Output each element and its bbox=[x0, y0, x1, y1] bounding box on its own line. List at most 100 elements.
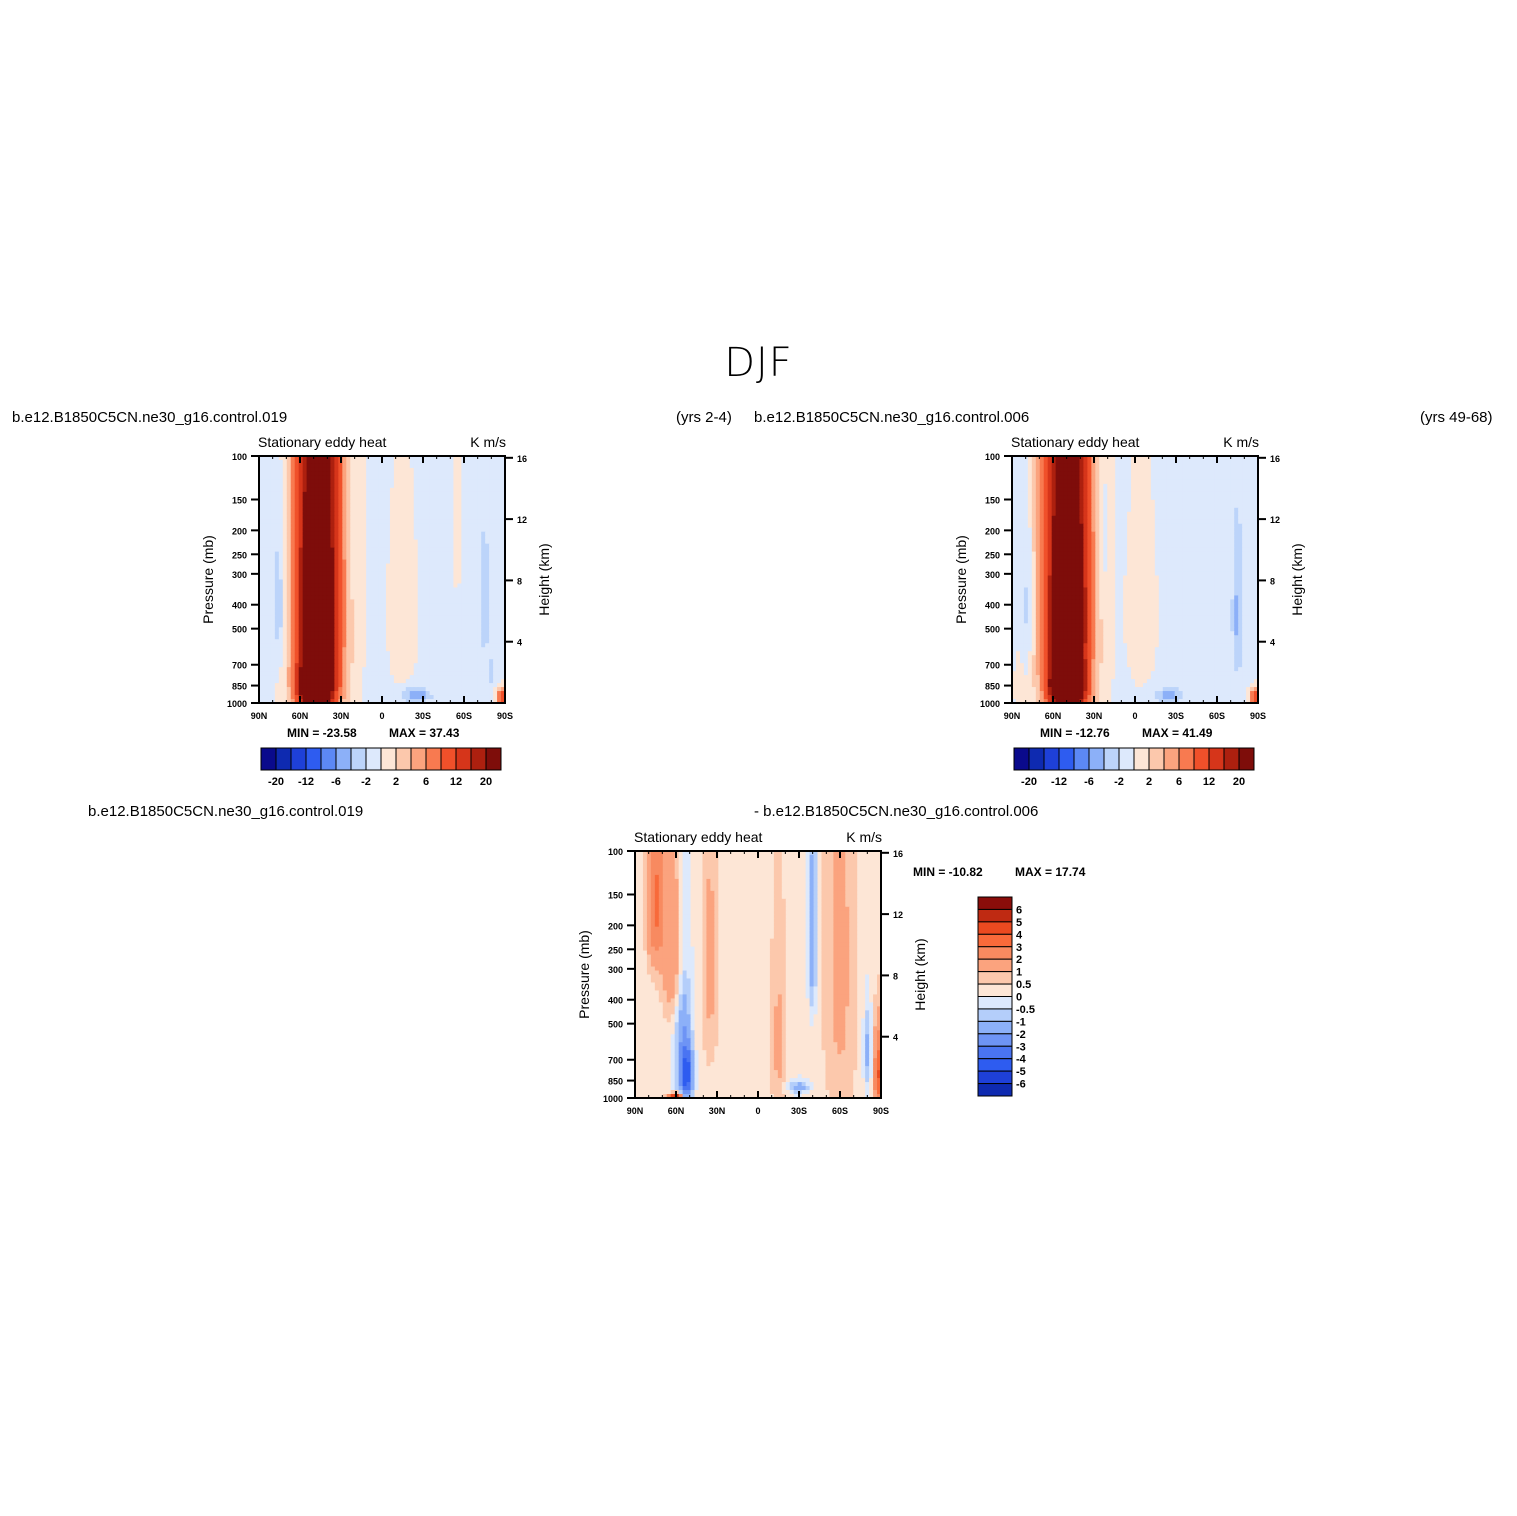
contour-cell bbox=[282, 535, 288, 541]
contour-cell bbox=[278, 499, 284, 505]
contour-cell bbox=[481, 499, 486, 505]
contour-cell bbox=[278, 459, 284, 465]
contour-cell bbox=[425, 467, 431, 473]
contour-cell bbox=[294, 456, 300, 461]
contour-cell bbox=[401, 475, 407, 481]
contour-cell bbox=[421, 523, 427, 529]
contour-cell bbox=[469, 531, 474, 537]
contour-cell bbox=[417, 503, 423, 509]
contour-cell bbox=[354, 467, 359, 473]
contour-cell bbox=[397, 471, 403, 477]
contour-cell bbox=[417, 463, 423, 469]
contour-cell bbox=[314, 507, 320, 513]
contour-cell bbox=[393, 471, 399, 477]
contour-cell bbox=[493, 527, 498, 533]
contour-cell bbox=[306, 495, 312, 501]
contour-cell bbox=[453, 523, 458, 529]
contour-cell bbox=[457, 475, 462, 481]
contour-cell bbox=[397, 519, 403, 525]
contour-cell bbox=[477, 499, 482, 505]
contour-cell bbox=[314, 456, 320, 461]
contour-cell bbox=[417, 527, 423, 533]
contour-cell bbox=[334, 479, 339, 485]
contour-cell bbox=[425, 463, 431, 469]
contour-cell bbox=[497, 471, 502, 477]
contour-cell bbox=[465, 503, 470, 509]
contour-cell bbox=[477, 463, 482, 469]
contour-cell bbox=[457, 467, 462, 473]
contour-cell bbox=[298, 495, 304, 501]
contour-cell bbox=[262, 459, 268, 465]
contour-cell bbox=[286, 459, 292, 465]
contour-cell bbox=[473, 467, 478, 473]
contour-cell bbox=[485, 456, 490, 461]
contour-cell bbox=[282, 483, 288, 489]
contour-cell bbox=[314, 463, 320, 469]
contour-cell bbox=[409, 471, 415, 477]
contour-cell bbox=[346, 459, 351, 465]
contour-cell bbox=[354, 527, 359, 533]
contour-cell bbox=[425, 531, 431, 537]
contour-cell bbox=[302, 519, 308, 525]
contour-cell bbox=[441, 511, 447, 517]
contour-cell bbox=[270, 499, 276, 505]
contour-cell bbox=[358, 483, 363, 489]
contour-cell bbox=[437, 519, 443, 525]
contour-cell bbox=[465, 519, 470, 525]
contour-cell bbox=[366, 475, 371, 481]
contour-cell bbox=[342, 475, 347, 481]
contour-cell bbox=[461, 531, 466, 537]
contour-cell bbox=[302, 456, 308, 461]
contour-cell bbox=[389, 487, 395, 493]
contour-cell bbox=[274, 479, 280, 485]
contour-cell bbox=[433, 483, 439, 489]
contour-cell bbox=[481, 456, 486, 461]
contour-cell bbox=[493, 523, 498, 529]
contour-cell bbox=[266, 467, 272, 473]
contour-cell bbox=[318, 495, 324, 501]
contour-cell bbox=[501, 495, 506, 501]
contour-cell bbox=[366, 459, 371, 465]
contour-cell bbox=[302, 491, 308, 497]
contour-cell bbox=[393, 511, 399, 517]
contour-cell bbox=[266, 519, 272, 525]
contour-cell bbox=[374, 471, 379, 477]
contour-cell bbox=[461, 487, 466, 493]
contour-cell bbox=[374, 507, 379, 513]
contour-cell bbox=[405, 487, 411, 493]
contour-cell bbox=[437, 483, 443, 489]
contour-cell bbox=[449, 515, 455, 521]
contour-cell bbox=[485, 499, 490, 505]
contour-cell bbox=[278, 483, 284, 489]
contour-cell bbox=[445, 471, 451, 477]
contour-cell bbox=[354, 456, 359, 461]
contour-cell bbox=[262, 479, 268, 485]
contour-cell bbox=[374, 491, 379, 497]
contour-cell bbox=[433, 471, 439, 477]
contour-cell bbox=[493, 479, 498, 485]
contour-cell bbox=[385, 487, 391, 493]
contour-cell bbox=[314, 483, 320, 489]
contour-cell bbox=[477, 475, 482, 481]
contour-cell bbox=[294, 519, 300, 525]
contour-cell bbox=[370, 523, 375, 529]
contour-cell bbox=[266, 495, 272, 501]
contour-cell bbox=[469, 487, 474, 493]
contour-cell bbox=[314, 499, 320, 505]
contour-cell bbox=[389, 503, 395, 509]
contour-cell bbox=[266, 479, 272, 485]
contour-cell bbox=[437, 459, 443, 465]
contour-cell bbox=[358, 487, 363, 493]
contour-cell bbox=[385, 479, 391, 485]
contour-cell bbox=[409, 523, 415, 529]
contour-cell bbox=[358, 519, 363, 525]
contour-cell bbox=[322, 531, 328, 537]
contour-cell bbox=[270, 483, 276, 489]
contour-cell bbox=[405, 463, 411, 469]
contour-cell bbox=[322, 463, 328, 469]
contour-cell bbox=[274, 527, 280, 533]
contour-cell bbox=[485, 531, 490, 537]
contour-cell bbox=[433, 527, 439, 533]
contour-cell bbox=[286, 535, 292, 541]
contour-cell bbox=[366, 483, 371, 489]
